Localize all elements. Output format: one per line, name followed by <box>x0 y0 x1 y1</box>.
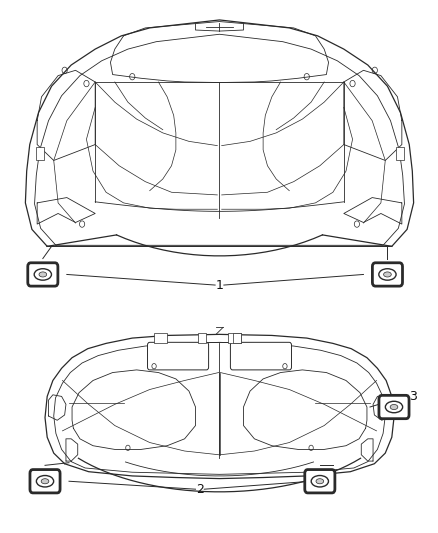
FancyBboxPatch shape <box>232 333 241 343</box>
Ellipse shape <box>383 272 390 277</box>
Ellipse shape <box>378 269 395 280</box>
Ellipse shape <box>311 475 328 487</box>
FancyBboxPatch shape <box>230 342 291 370</box>
FancyBboxPatch shape <box>36 147 44 160</box>
Ellipse shape <box>34 269 51 280</box>
Ellipse shape <box>36 475 53 487</box>
FancyBboxPatch shape <box>28 263 58 286</box>
FancyBboxPatch shape <box>371 263 402 286</box>
FancyBboxPatch shape <box>228 333 241 343</box>
Ellipse shape <box>39 272 46 277</box>
Ellipse shape <box>389 405 397 409</box>
Ellipse shape <box>315 479 323 484</box>
Ellipse shape <box>385 401 402 413</box>
Text: 1: 1 <box>215 279 223 292</box>
FancyBboxPatch shape <box>147 342 208 370</box>
FancyBboxPatch shape <box>304 470 334 493</box>
Ellipse shape <box>41 479 49 484</box>
FancyBboxPatch shape <box>154 333 167 343</box>
FancyBboxPatch shape <box>197 333 206 343</box>
FancyBboxPatch shape <box>378 395 408 419</box>
Text: 2: 2 <box>195 483 203 496</box>
Text: 3: 3 <box>408 390 416 403</box>
FancyBboxPatch shape <box>30 470 60 493</box>
FancyBboxPatch shape <box>395 147 403 160</box>
